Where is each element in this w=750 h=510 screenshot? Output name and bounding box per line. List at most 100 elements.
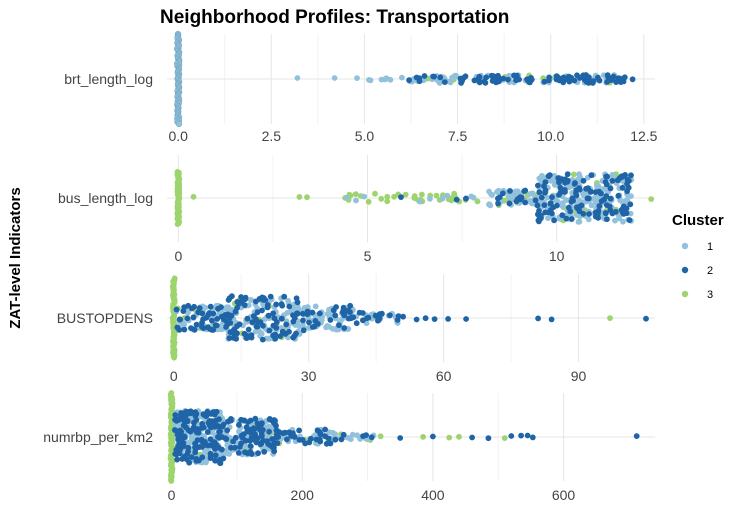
data-point xyxy=(501,435,508,441)
data-point xyxy=(536,189,543,196)
data-point xyxy=(325,435,332,442)
data-point xyxy=(336,322,342,329)
data-point xyxy=(411,193,418,199)
data-point xyxy=(627,201,634,208)
data-point xyxy=(252,328,259,335)
data-point xyxy=(514,72,520,79)
data-point xyxy=(532,197,539,204)
data-point xyxy=(190,314,197,321)
x-tick-label: 400 xyxy=(421,487,445,503)
data-point xyxy=(361,193,368,200)
data-point xyxy=(192,441,199,447)
data-point xyxy=(306,319,312,326)
data-point xyxy=(621,74,628,81)
data-point xyxy=(204,429,211,435)
data-point xyxy=(201,412,208,418)
data-point xyxy=(270,310,277,317)
data-point xyxy=(585,216,592,223)
data-point xyxy=(264,302,271,308)
data-point xyxy=(212,457,219,464)
data-point xyxy=(563,215,570,222)
data-point xyxy=(299,437,306,443)
data-point xyxy=(377,433,384,440)
data-point xyxy=(332,436,339,443)
data-point xyxy=(238,440,245,447)
data-point xyxy=(422,315,429,322)
legend-label: 1 xyxy=(707,241,713,253)
data-point xyxy=(580,177,587,184)
data-point xyxy=(174,431,181,438)
data-point xyxy=(300,317,306,324)
data-point xyxy=(239,434,246,441)
data-point xyxy=(267,293,274,300)
data-point xyxy=(536,175,543,182)
data-point xyxy=(592,194,599,200)
data-point xyxy=(274,440,281,447)
data-point xyxy=(174,221,181,228)
data-point xyxy=(266,327,273,334)
data-point xyxy=(558,176,565,183)
data-point xyxy=(536,208,542,214)
data-point xyxy=(564,171,571,178)
data-point xyxy=(257,426,263,433)
data-point xyxy=(286,429,292,436)
data-point xyxy=(545,173,552,180)
data-point xyxy=(339,309,346,316)
data-point xyxy=(217,428,224,435)
data-point xyxy=(623,210,630,217)
data-point xyxy=(272,331,278,338)
data-point xyxy=(352,191,359,198)
data-point xyxy=(603,202,610,209)
data-point xyxy=(592,199,599,206)
data-point xyxy=(562,187,568,193)
data-point xyxy=(188,454,195,460)
data-point xyxy=(551,182,558,188)
data-point xyxy=(619,184,626,191)
data-point xyxy=(215,305,221,312)
data-point xyxy=(521,188,528,195)
data-point xyxy=(215,423,222,429)
data-point xyxy=(604,79,610,85)
data-point xyxy=(266,416,273,423)
data-point xyxy=(384,198,391,205)
data-point xyxy=(177,446,184,452)
data-point xyxy=(211,411,218,418)
data-point xyxy=(459,77,465,84)
data-point xyxy=(226,295,233,301)
data-point xyxy=(304,304,311,310)
x-tick-label: 0 xyxy=(170,368,178,384)
data-point xyxy=(198,436,205,443)
data-point xyxy=(274,319,280,325)
data-point xyxy=(316,310,323,317)
legend: Cluster 1 2 3 xyxy=(672,212,724,301)
data-point xyxy=(580,190,586,197)
data-point xyxy=(580,210,587,217)
data-point xyxy=(266,428,272,435)
data-point xyxy=(250,436,257,443)
data-point xyxy=(444,192,451,199)
data-point xyxy=(349,431,356,438)
x-tick-label: 10.0 xyxy=(537,128,564,144)
data-point xyxy=(341,325,348,331)
data-point xyxy=(184,456,190,463)
data-point xyxy=(626,217,633,224)
data-point xyxy=(228,312,235,319)
data-point xyxy=(296,427,302,434)
data-point xyxy=(199,319,205,326)
data-point xyxy=(559,203,566,210)
data-point xyxy=(384,193,391,200)
data-point xyxy=(548,316,555,323)
indicator-label: bus_length_log xyxy=(58,190,153,206)
data-point xyxy=(209,317,215,324)
data-point xyxy=(222,450,228,457)
data-point xyxy=(238,294,245,300)
data-point xyxy=(231,444,238,451)
data-point xyxy=(207,450,214,457)
data-point xyxy=(470,194,477,201)
data-point xyxy=(172,412,179,418)
data-point xyxy=(220,421,227,428)
data-point xyxy=(507,188,513,194)
data-point xyxy=(493,79,499,86)
data-point xyxy=(252,415,259,422)
data-point xyxy=(505,76,511,83)
